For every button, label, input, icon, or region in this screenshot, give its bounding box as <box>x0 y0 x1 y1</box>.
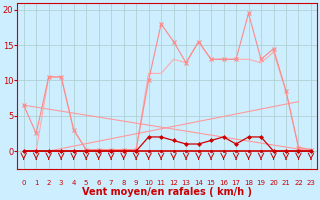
X-axis label: Vent moyen/en rafales ( km/h ): Vent moyen/en rafales ( km/h ) <box>82 187 252 197</box>
